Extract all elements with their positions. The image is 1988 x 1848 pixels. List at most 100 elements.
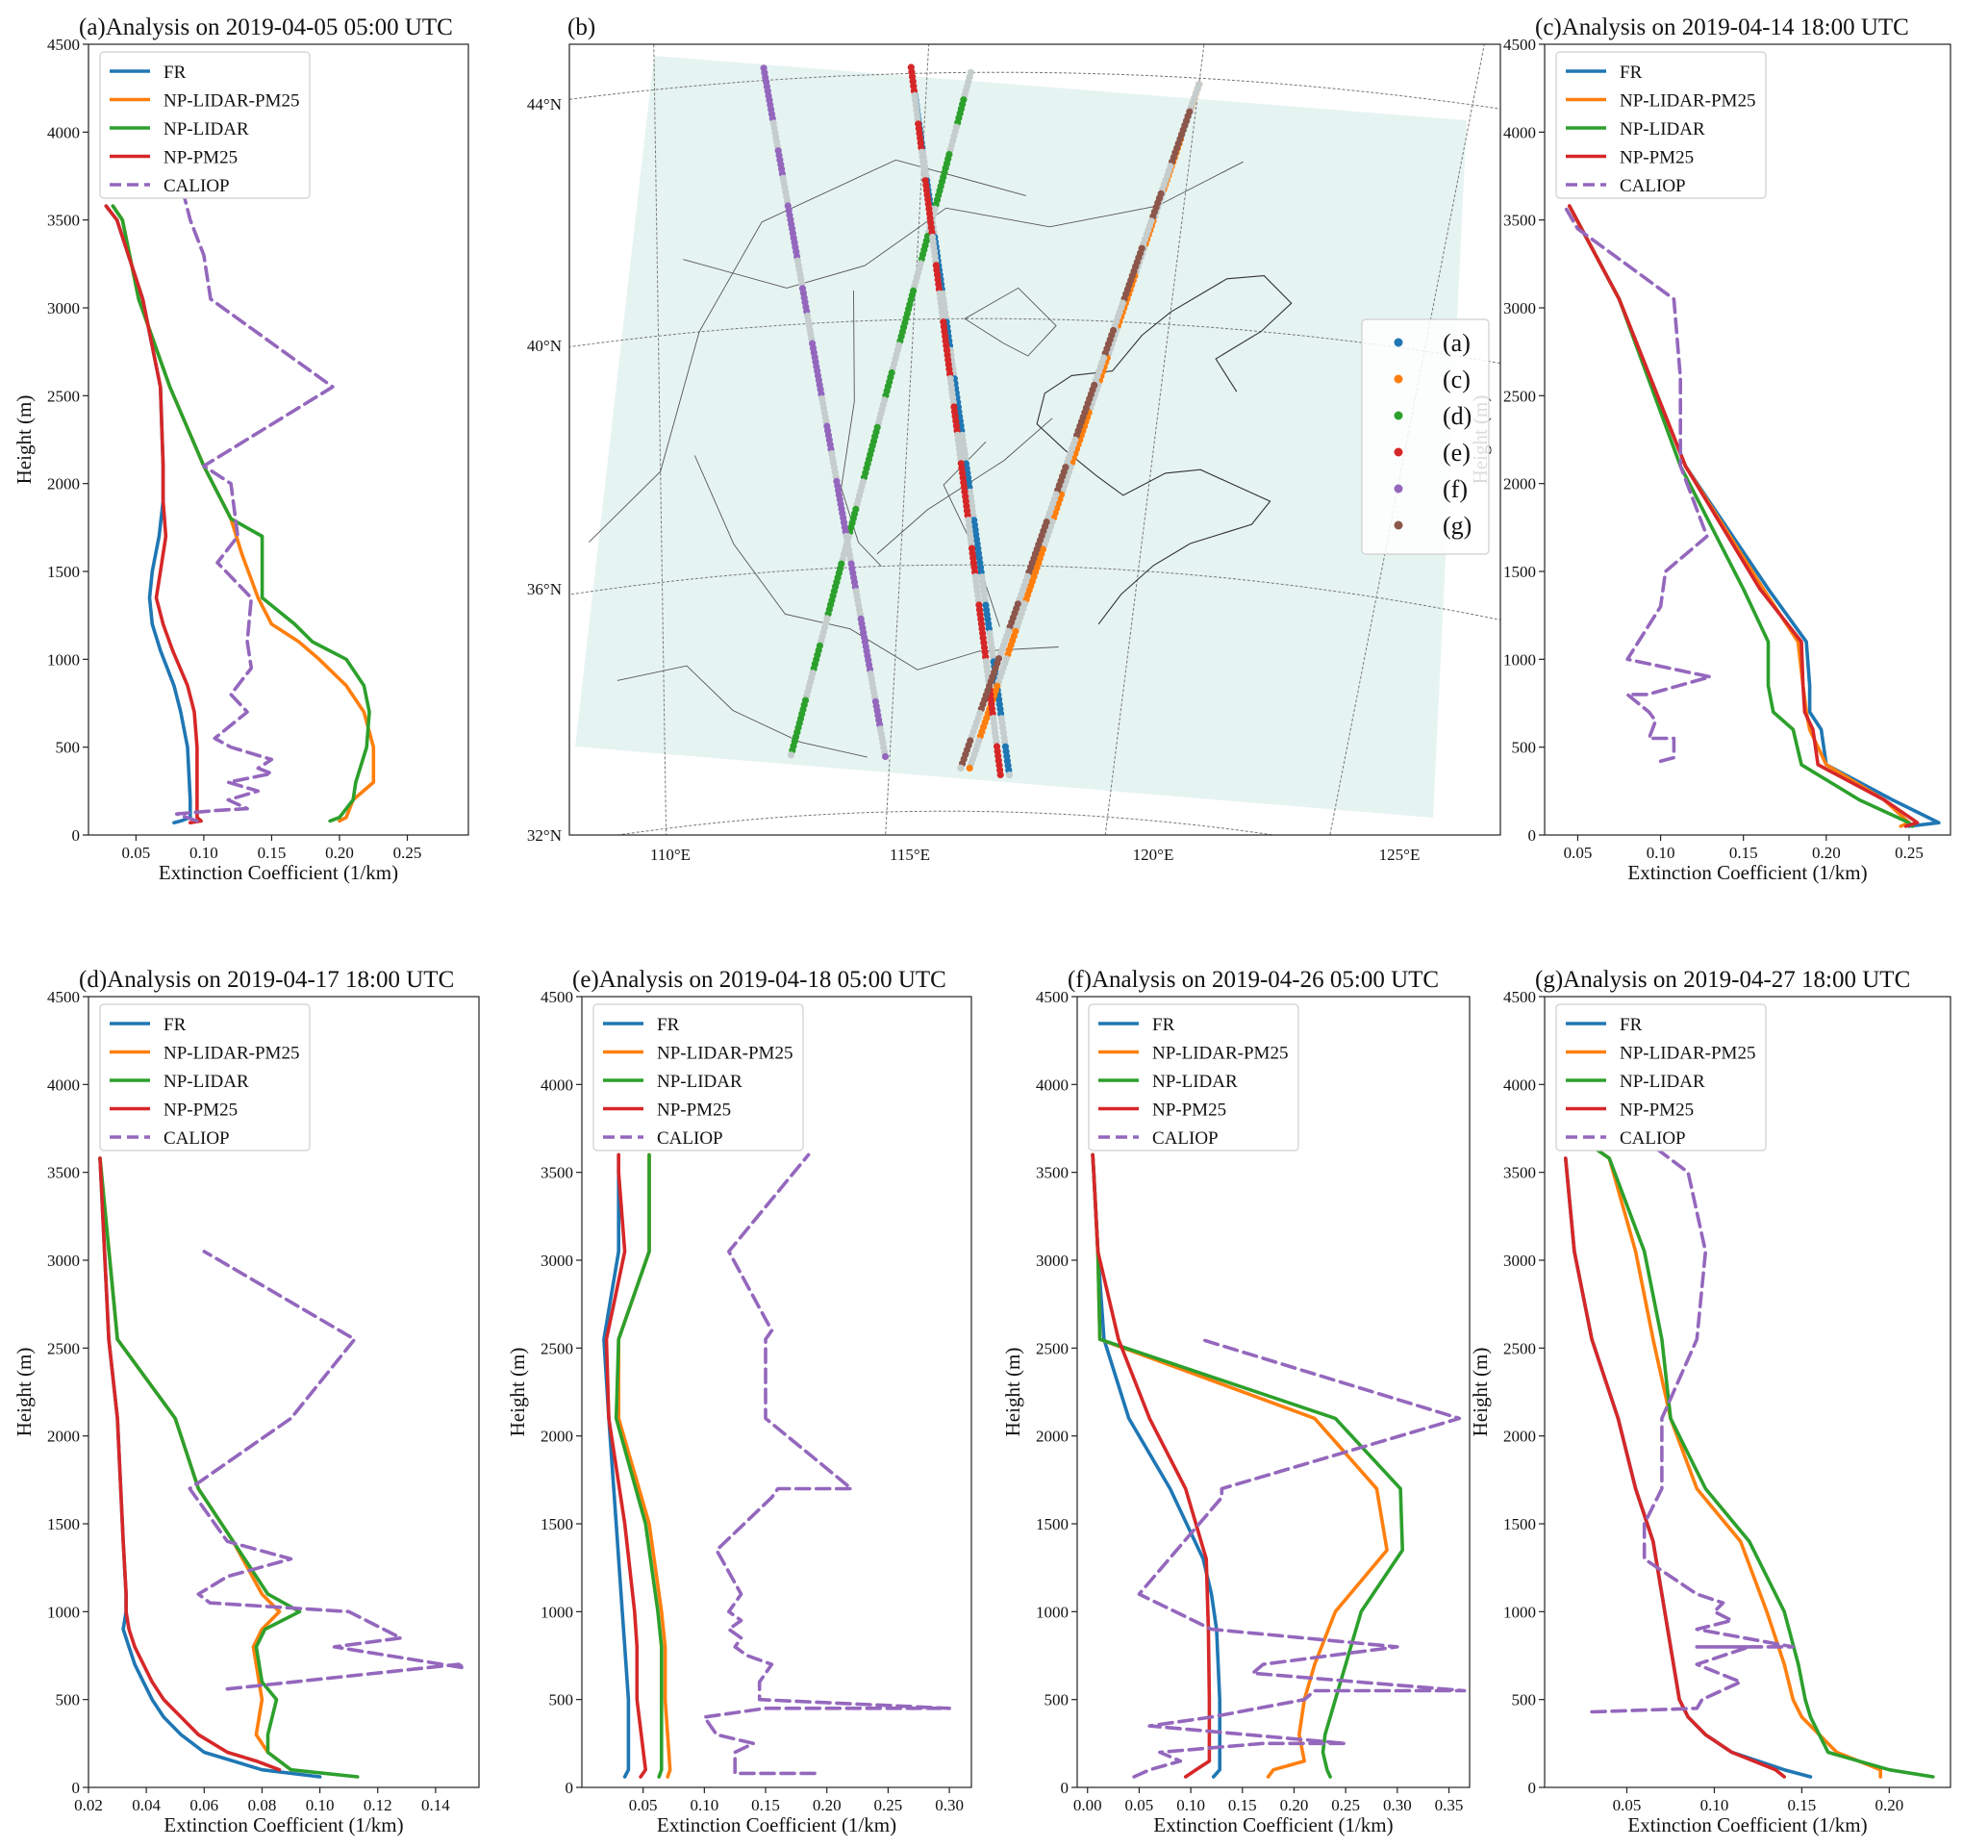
- legend-label: NP-LIDAR-PM25: [1620, 1044, 1755, 1064]
- y-tick-label: 2000: [1036, 1428, 1069, 1446]
- legend: FR NP-LIDAR-PM25 NP-LIDAR NP-PM25 CALIOP: [1555, 51, 1767, 199]
- series-np-lidar-pm25: [111, 204, 376, 823]
- y-tick-label: 4000: [1036, 1076, 1069, 1094]
- x-tick-label: 0.20: [325, 844, 354, 862]
- x-axis-label: Extinction Coefficient (1/km): [657, 1813, 896, 1836]
- x-axis-label: Extinction Coefficient (1/km): [1627, 1813, 1867, 1836]
- legend-label: NP-LIDAR-PM25: [1152, 1044, 1288, 1064]
- plot-area: [1562, 204, 1941, 828]
- series-np-lidar: [1091, 1152, 1404, 1779]
- x-axis-label: Extinction Coefficient (1/km): [159, 861, 398, 884]
- x-tick-label: 0.08: [248, 1796, 277, 1814]
- x-tick-label: 0.10: [690, 1796, 718, 1814]
- legend-label: NP-PM25: [1620, 148, 1694, 168]
- x-tick-label: 0.05: [122, 844, 151, 862]
- y-tick-label: 1500: [1503, 563, 1536, 581]
- y-tick-label: 4500: [1036, 988, 1069, 1006]
- x-tick-label: 0.25: [874, 1796, 903, 1814]
- x-axis-label: Extinction Coefficient (1/km): [1627, 861, 1867, 884]
- legend-label: FR: [164, 1015, 187, 1035]
- axes-frame: [1076, 996, 1471, 1788]
- lat-tick-label: 36°N: [527, 580, 562, 598]
- meridian-line: [653, 44, 667, 835]
- legend-box: [1555, 51, 1767, 199]
- series-caliop: [1132, 1337, 1467, 1779]
- series-caliop: [188, 1250, 466, 1691]
- y-tick-label: 0: [72, 826, 81, 845]
- x-tick-label: 0.14: [421, 1796, 450, 1814]
- y-tick-label: 1000: [1036, 1603, 1069, 1621]
- y-tick-label: 2500: [47, 387, 80, 405]
- series-fr: [1568, 204, 1941, 828]
- legend-marker: [1394, 374, 1403, 384]
- axes-frame: [88, 996, 480, 1788]
- y-tick-label: 2500: [1503, 1339, 1536, 1357]
- x-tick-label: 0.10: [306, 1796, 335, 1814]
- legend-marker: [1394, 484, 1403, 494]
- y-tick-label: 4500: [541, 988, 573, 1006]
- parallel-line: [569, 564, 1500, 620]
- series-np-pm25: [1091, 1152, 1212, 1779]
- track-point: [957, 764, 965, 772]
- legend-box: [1361, 318, 1490, 555]
- legend-box: [592, 1003, 804, 1152]
- y-tick-label: 4000: [47, 1076, 80, 1094]
- lat-tick-label: 40°N: [527, 337, 562, 355]
- y-tick-label: 0: [72, 1779, 81, 1797]
- y-tick-label: 1000: [47, 1603, 80, 1621]
- y-tick-label: 0: [566, 1779, 574, 1797]
- series-np-lidar: [614, 1152, 664, 1779]
- legend-marker: [1394, 520, 1403, 530]
- legend-label: NP-PM25: [1620, 1101, 1694, 1121]
- legend: FR NP-LIDAR-PM25 NP-LIDAR NP-PM25 CALIOP: [99, 51, 311, 199]
- plot-area: [98, 1156, 466, 1779]
- panel-e: (e)Analysis on 2019-04-18 05:00 UTC 0 500 1…: [506, 967, 972, 1836]
- track-point: [787, 751, 795, 759]
- legend: FR NP-LIDAR-PM25 NP-LIDAR NP-PM25 CALIOP: [1555, 1003, 1767, 1152]
- y-tick-label: 2000: [1503, 475, 1536, 494]
- legend-label: NP-LIDAR: [164, 119, 249, 139]
- legend-label: NP-LIDAR-PM25: [164, 1044, 299, 1064]
- y-tick-label: 2500: [541, 1339, 573, 1357]
- series-caliop: [1590, 1144, 1796, 1714]
- legend-label: NP-LIDAR: [1620, 119, 1705, 139]
- x-tick-label: 0.02: [74, 1796, 103, 1814]
- panel-g: (g)Analysis on 2019-04-27 18:00 UTC 0 500 1…: [1469, 967, 1951, 1836]
- province-border: [964, 287, 1057, 357]
- x-tick-label: 0.30: [1383, 1796, 1412, 1814]
- legend-label: NP-PM25: [164, 148, 238, 168]
- x-tick-label: 0.25: [1331, 1796, 1360, 1814]
- panel-title: (g)Analysis on 2019-04-27 18:00 UTC: [1535, 967, 1910, 993]
- legend-label: NP-LIDAR-PM25: [1620, 91, 1755, 112]
- track-point: [881, 752, 890, 761]
- y-tick-label: 1000: [541, 1603, 573, 1621]
- y-tick-label: 3000: [1503, 299, 1536, 317]
- panel-d: (d)Analysis on 2019-04-17 18:00 UTC 0 500 1…: [13, 967, 480, 1836]
- legend-label: FR: [657, 1015, 680, 1035]
- y-tick-label: 4000: [541, 1076, 573, 1094]
- legend-label: (c): [1443, 366, 1471, 393]
- y-tick-label: 500: [1512, 1691, 1537, 1709]
- x-axis-label: Extinction Coefficient (1/km): [1153, 1813, 1393, 1836]
- legend-box: [99, 1003, 311, 1152]
- y-tick-label: 2000: [47, 475, 80, 494]
- lon-tick-label: 120°E: [1133, 846, 1174, 864]
- y-tick-label: 0: [1061, 1779, 1069, 1797]
- legend-box: [1088, 1003, 1299, 1152]
- x-tick-label: 0.15: [258, 844, 287, 862]
- legend-label: NP-LIDAR: [164, 1072, 249, 1092]
- y-tick-label: 3500: [541, 1164, 573, 1182]
- legend-marker: [1394, 338, 1403, 347]
- legend-label: NP-PM25: [164, 1101, 238, 1121]
- series-np-pm25: [98, 1156, 282, 1772]
- y-tick-label: 0: [1528, 826, 1537, 845]
- y-tick-label: 0: [1528, 1779, 1537, 1797]
- x-tick-label: 0.25: [1895, 844, 1924, 862]
- x-tick-label: 0.10: [1700, 1796, 1729, 1814]
- legend-label: CALIOP: [1620, 176, 1686, 196]
- panel-c: (c)Analysis on 2019-04-14 18:00 UTC 0 500 1…: [1469, 14, 1951, 884]
- plot-area: [104, 191, 376, 825]
- legend-label: FR: [1620, 63, 1643, 83]
